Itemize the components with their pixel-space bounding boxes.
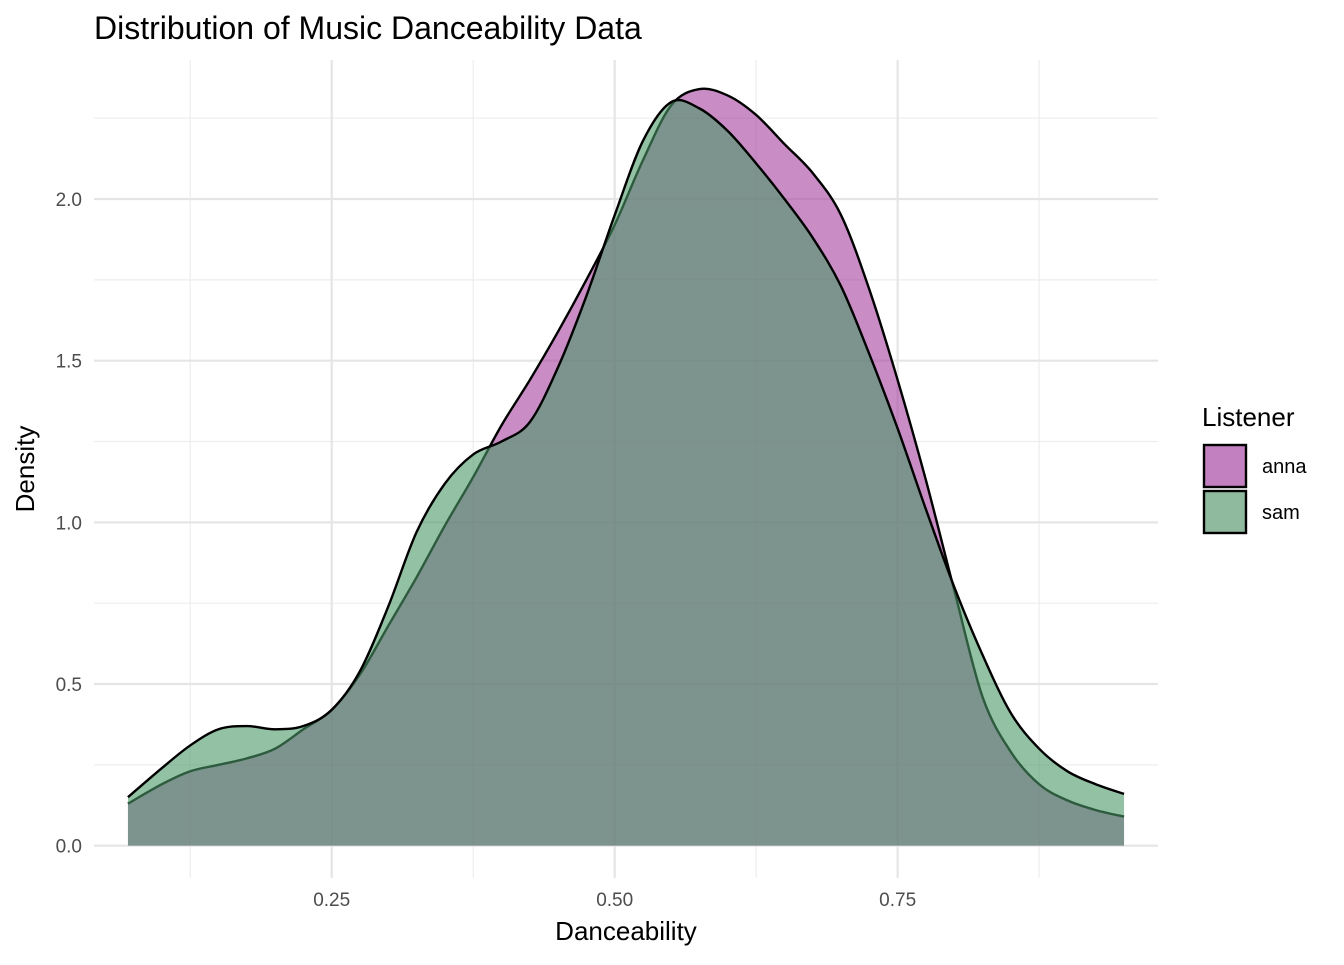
x-tick-label: 0.75	[879, 890, 916, 911]
legend-title: Listener	[1202, 402, 1295, 432]
series-layer	[127, 87, 1125, 846]
density-line-sam	[127, 98, 1125, 799]
x-axis-title: Danceability	[555, 916, 697, 946]
legend-label-anna: anna	[1262, 456, 1307, 478]
x-tick-label: 0.25	[313, 890, 350, 911]
y-axis-title: Density	[10, 426, 40, 513]
legend-swatch-sam	[1202, 489, 1248, 535]
y-tick-label: 2.0	[56, 190, 82, 211]
x-tick-label: 0.50	[596, 890, 633, 911]
tick-label-layer: 0.25 0.50 0.75 0.0 0.5 1.0 1.5 2.0	[56, 190, 917, 911]
y-tick-label: 1.0	[56, 513, 82, 534]
legend-swatch-anna	[1202, 443, 1248, 489]
density-area-sam	[127, 100, 1125, 846]
y-tick-label: 0.0	[56, 837, 82, 858]
legend-label-sam: sam	[1262, 502, 1300, 524]
legend-items: anna sam	[1202, 443, 1307, 535]
legend: Listener anna sam	[1202, 402, 1307, 535]
y-tick-label: 1.5	[56, 352, 82, 373]
y-tick-label: 0.5	[56, 675, 82, 696]
chart-title: Distribution of Music Danceability Data	[94, 10, 642, 46]
